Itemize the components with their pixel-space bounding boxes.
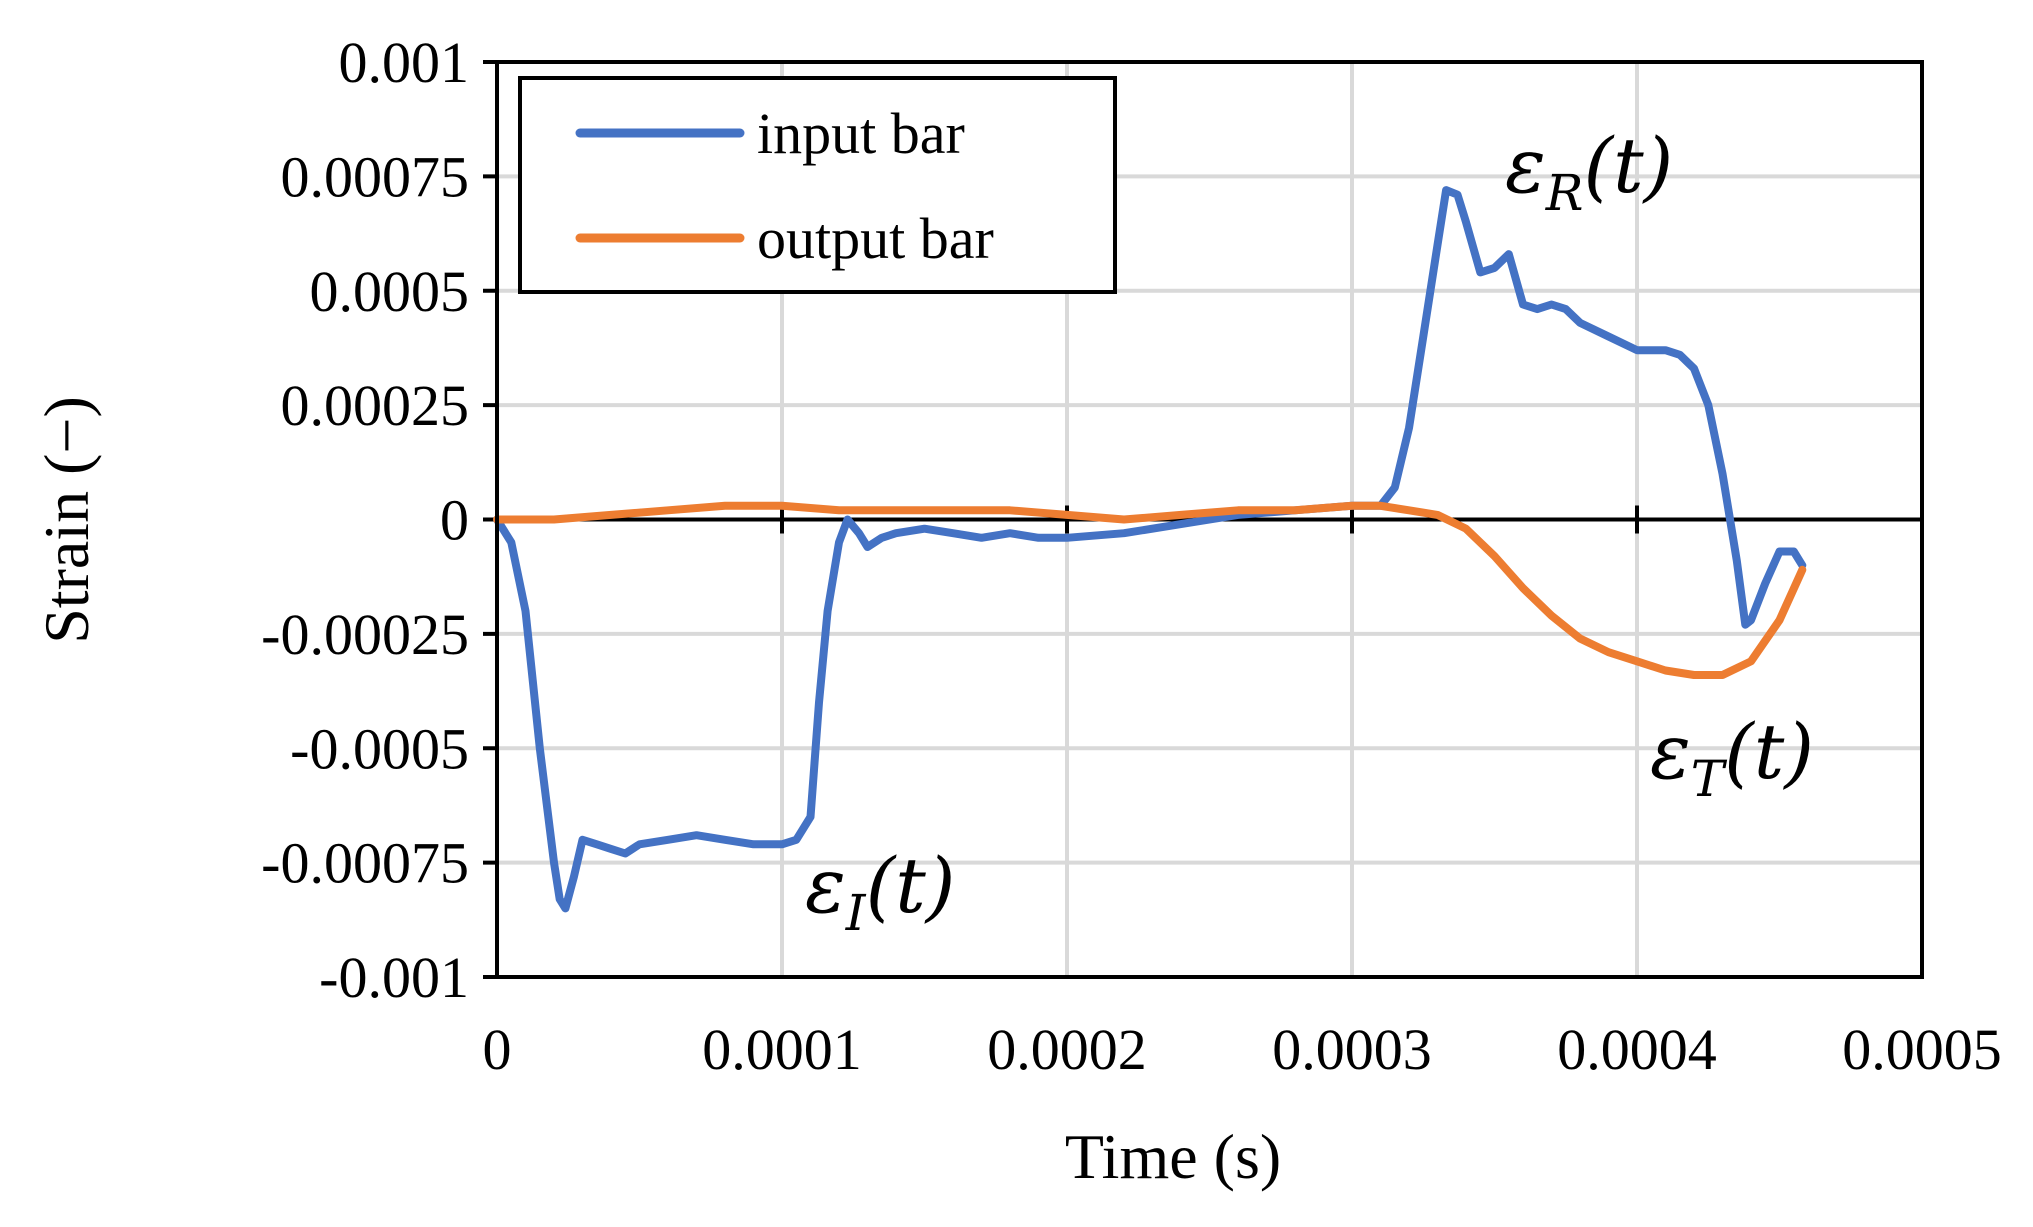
y-tick-label: 0.001 xyxy=(339,30,470,95)
annotation-epsilon-i: εI(t) xyxy=(805,841,955,942)
series-line-output-bar xyxy=(493,501,1807,679)
legend: input bar output bar xyxy=(518,76,1117,294)
legend-label-output-bar: output bar xyxy=(757,206,994,271)
y-tick-label: -0.00075 xyxy=(261,831,469,896)
plot-area-border xyxy=(495,60,1924,979)
series-line-input-bar xyxy=(493,186,1807,913)
x-tick-label: 0.0005 xyxy=(1842,1017,2002,1082)
y-tick-label: 0.0005 xyxy=(310,259,470,324)
y-tick-label: 0.00025 xyxy=(281,373,470,438)
y-tick-label: -0.001 xyxy=(319,945,469,1010)
legend-box xyxy=(518,76,1117,294)
y-tick-label: -0.00025 xyxy=(261,602,469,667)
series-lines xyxy=(493,186,1807,913)
y-tick-label: -0.0005 xyxy=(290,716,469,781)
annotation-epsilon-r: εR(t) xyxy=(1505,121,1673,222)
x-tick-label: 0.0001 xyxy=(702,1017,862,1082)
y-axis-title: Strain (−) xyxy=(31,396,102,644)
y-tick-labels: 0.001 0.00075 0.0005 0.00025 0 -0.00025 -0.000… xyxy=(261,30,469,1010)
y-tick-label: 0.00075 xyxy=(281,144,470,209)
x-tick-label: 0.0002 xyxy=(987,1017,1147,1082)
x-tick-label: 0 xyxy=(483,1017,512,1082)
x-tick-label: 0.0004 xyxy=(1557,1017,1717,1082)
x-axis-title: Time (s) xyxy=(1065,1121,1281,1192)
y-tick-label: 0 xyxy=(440,488,469,553)
x-tick-labels: 0 0.0001 0.0002 0.0003 0.0004 0.0005 xyxy=(483,1017,2002,1082)
x-tick-label: 0.0003 xyxy=(1272,1017,1432,1082)
legend-label-input-bar: input bar xyxy=(757,101,965,166)
annotation-epsilon-t: εT(t) xyxy=(1650,707,1814,808)
